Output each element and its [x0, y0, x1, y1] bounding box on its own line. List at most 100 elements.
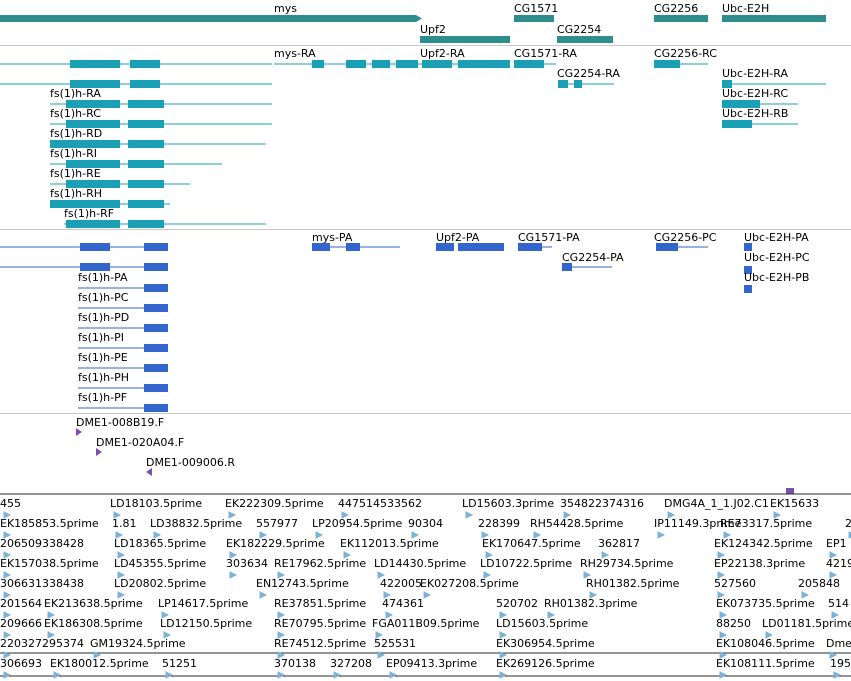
est-label[interactable]: 474361 — [382, 597, 424, 610]
est-label[interactable]: 220327295374 — [0, 637, 84, 650]
transcript-label[interactable]: fs(1)h-RF — [64, 207, 115, 220]
est-label[interactable]: 2 — [845, 517, 851, 530]
transcript-label[interactable]: fs(1)h-RA — [50, 87, 101, 100]
gene-label[interactable]: CG2256 — [654, 2, 699, 15]
est-label[interactable]: IP11149.3prime — [654, 517, 742, 530]
est-label[interactable]: LD01181.5prime — [762, 617, 851, 630]
est-label[interactable]: EK185853.5prime — [0, 517, 99, 530]
est-label[interactable]: LD18103.5prime — [110, 497, 203, 510]
protein-label[interactable]: CG2256-PC — [654, 231, 717, 244]
est-label[interactable]: EK269126.5prime — [496, 657, 595, 670]
est-label[interactable]: EK213638.5prime — [44, 597, 143, 610]
est-label[interactable]: 205848 — [798, 577, 840, 590]
est-label[interactable]: EK306954.5prime — [496, 637, 595, 650]
gene-label[interactable]: CG2254 — [557, 23, 602, 36]
est-label[interactable]: 228399 — [478, 517, 520, 530]
est-label[interactable]: 201564 — [0, 597, 42, 610]
est-label[interactable]: RE73317.5prime — [720, 517, 813, 530]
gene-label[interactable]: CG1571 — [514, 2, 559, 15]
est-label[interactable]: EN12743.5prime — [256, 577, 349, 590]
est-label[interactable]: EP1 — [826, 537, 847, 550]
transcript-label[interactable]: CG2254-RA — [557, 67, 620, 80]
est-label[interactable]: 206509338428 — [0, 537, 84, 550]
gene-bar[interactable] — [514, 15, 554, 22]
protein-label[interactable]: CG2254-PA — [562, 251, 624, 264]
est-label[interactable]: EK15633 — [770, 497, 820, 510]
clone-marker[interactable] — [786, 488, 794, 494]
est-label[interactable]: Dme — [826, 637, 851, 650]
est-label[interactable]: RH01382.3prime — [544, 597, 638, 610]
clone-label[interactable]: DME1-008B19.F — [76, 416, 165, 429]
est-label[interactable]: LP20954.5prime — [312, 517, 403, 530]
est-label[interactable]: LD15603.5prime — [496, 617, 589, 630]
est-label[interactable]: EK186308.5prime — [44, 617, 143, 630]
gene-bar[interactable] — [272, 15, 416, 22]
protein-label[interactable]: Ubc-E2H-PA — [744, 231, 809, 244]
est-label[interactable]: EK157038.5prime — [0, 557, 99, 570]
protein-label[interactable]: mys-PA — [312, 231, 353, 244]
est-label[interactable]: LP14617.5prime — [158, 597, 249, 610]
est-label[interactable]: 362817 — [598, 537, 640, 550]
gene-label[interactable]: Upf2 — [420, 23, 446, 36]
transcript-label[interactable]: mys-RA — [274, 47, 316, 60]
clone-label[interactable]: DME1-020A04.F — [96, 436, 185, 449]
est-label[interactable]: 306631338438 — [0, 577, 84, 590]
gene-bar[interactable] — [654, 15, 708, 22]
est-label[interactable]: 354822374316 — [560, 497, 644, 510]
transcript-label[interactable]: fs(1)h-RH — [50, 187, 103, 200]
est-label[interactable]: 90304 — [408, 517, 443, 530]
transcript-label[interactable]: fs(1)h-RI — [50, 147, 98, 160]
protein-label[interactable]: fs(1)h-PC — [78, 291, 129, 304]
est-label[interactable]: 525531 — [374, 637, 416, 650]
est-label[interactable]: EK124342.5prime — [714, 537, 813, 550]
est-label[interactable]: 327208 — [330, 657, 372, 670]
est-label[interactable]: FGA011B09.5prime — [372, 617, 480, 630]
est-label[interactable]: EK108046.5prime — [716, 637, 815, 650]
est-label[interactable]: EK182229.5prime — [226, 537, 325, 550]
transcript-label[interactable]: fs(1)h-RE — [50, 167, 101, 180]
est-label[interactable]: 557977 — [256, 517, 298, 530]
est-label[interactable]: 447514533562 — [338, 497, 422, 510]
transcript-label[interactable]: Ubc-E2H-RA — [722, 67, 788, 80]
protein-label[interactable]: fs(1)h-PH — [78, 371, 130, 384]
transcript-label[interactable]: fs(1)h-RC — [50, 107, 101, 120]
protein-label[interactable]: Upf2-PA — [436, 231, 480, 244]
est-label[interactable]: 422005 — [380, 577, 422, 590]
est-label[interactable]: EP09413.3prime — [386, 657, 478, 670]
est-label[interactable]: RE70795.5prime — [274, 617, 367, 630]
est-label[interactable]: 195 — [830, 657, 851, 670]
gene-bar[interactable] — [0, 15, 272, 22]
protein-label[interactable]: CG1571-PA — [518, 231, 580, 244]
protein-label[interactable]: fs(1)h-PE — [78, 351, 128, 364]
est-label[interactable]: RH29734.5prime — [580, 557, 674, 570]
transcript-label[interactable]: Ubc-E2H-RB — [722, 107, 789, 120]
clone-label[interactable]: DME1-009006.R — [146, 456, 236, 469]
transcript-label[interactable]: CG1571-RA — [514, 47, 577, 60]
clone-marker[interactable] — [76, 428, 82, 436]
est-label[interactable]: 370138 — [274, 657, 316, 670]
est-label[interactable]: LD15603.3prime — [462, 497, 555, 510]
est-label[interactable]: 306693 — [0, 657, 42, 670]
est-label[interactable]: 303634 — [226, 557, 268, 570]
clone-marker[interactable] — [146, 468, 152, 476]
est-label[interactable]: EK222309.5prime — [225, 497, 324, 510]
est-label[interactable]: LD18365.5prime — [114, 537, 207, 550]
gene-bar[interactable] — [722, 15, 826, 22]
transcript-label[interactable]: Upf2-RA — [420, 47, 465, 60]
protein-label[interactable]: Ubc-E2H-PB — [744, 271, 810, 284]
est-label[interactable]: DMG4A_1_1.J02.C1 — [664, 497, 769, 510]
est-label[interactable]: 209666 — [0, 617, 42, 630]
est-label[interactable]: RE37851.5prime — [274, 597, 367, 610]
est-label[interactable]: EP22138.3prime — [714, 557, 806, 570]
est-label[interactable]: LD12150.5prime — [160, 617, 253, 630]
protein-label[interactable]: fs(1)h-PI — [78, 331, 125, 344]
gene-label[interactable]: mys — [274, 2, 297, 15]
transcript-label[interactable]: Ubc-E2H-RC — [722, 87, 789, 100]
protein-label[interactable]: fs(1)h-PA — [78, 271, 128, 284]
est-label[interactable]: GM19324.5prime — [90, 637, 186, 650]
est-label[interactable]: RE17962.5prime — [274, 557, 367, 570]
gene-bar[interactable] — [557, 36, 613, 43]
est-label[interactable]: EK112013.5prime — [340, 537, 439, 550]
est-label[interactable]: 514 — [828, 597, 849, 610]
protein-label[interactable]: fs(1)h-PD — [78, 311, 130, 324]
